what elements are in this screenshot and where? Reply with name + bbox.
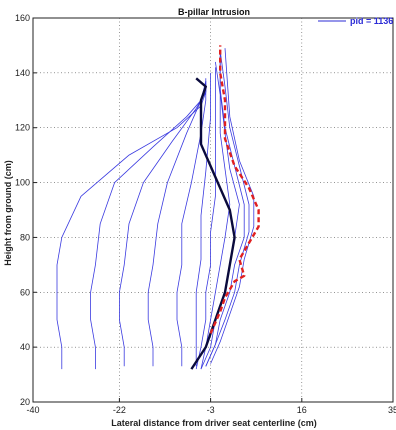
y-tick-label: 100 [15,178,30,188]
series-layer [56,45,260,370]
dashed-series-line [209,45,260,334]
plot-area [32,17,394,403]
thin-series-line-7 [200,61,231,370]
thin-series-line-9 [205,53,245,367]
x-tick-label: 16 [297,405,307,415]
x-axis-title: Lateral distance from driver seat center… [111,418,317,428]
y-tick-label: 80 [20,232,30,242]
legend: pid = 1136 [318,16,393,26]
y-axis-title: Height from ground (cm) [3,160,13,266]
x-tick-label: -40 [26,405,39,415]
legend-label: pid = 1136 [350,16,393,26]
thin-series-line-5 [195,72,212,367]
thin-series-line-4 [176,78,207,367]
tick-layer: -40 -22 -3 16 35 20 40 60 80 100 120 140 160 [15,13,396,415]
thin-series-line-3 [147,81,207,367]
bold-series-line [190,77,236,370]
y-tick-label: 40 [20,342,30,352]
y-tick-label: 20 [20,397,30,407]
thin-series-line-6 [195,67,216,370]
y-tick-label: 120 [15,123,30,133]
y-tick-label: 160 [15,13,30,23]
y-tick-label: 60 [20,287,30,297]
thin-series-line-1 [90,86,207,370]
x-tick-label: 35 [388,405,396,415]
y-tick-label: 140 [15,68,30,78]
chart-title: B-pillar Intrusion [178,7,250,17]
x-tick-label: -3 [207,405,215,415]
thin-series-line-10 [205,50,250,367]
x-tick-label: -22 [113,405,126,415]
